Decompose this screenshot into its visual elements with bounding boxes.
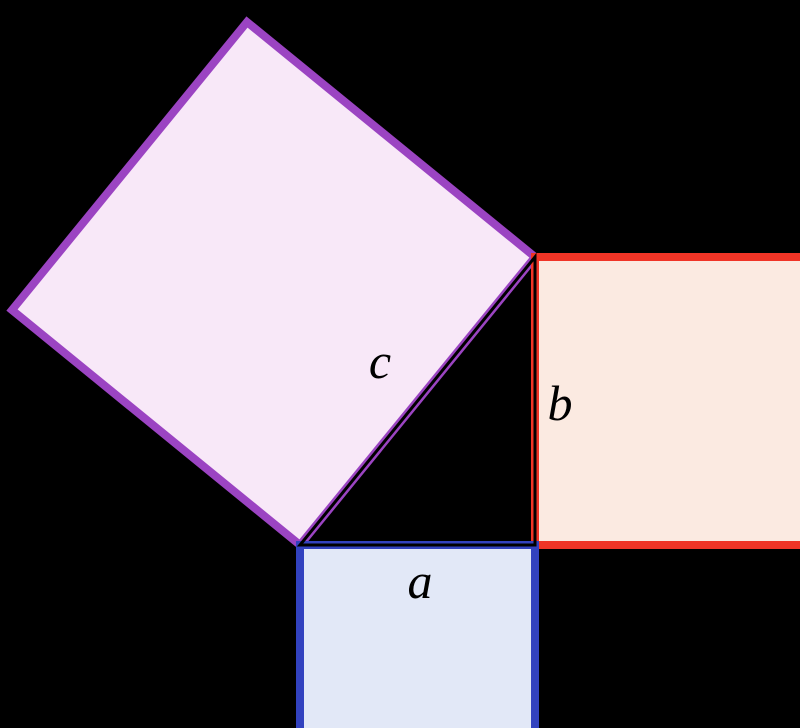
label-b: b [548, 375, 573, 431]
label-c: c [369, 333, 391, 389]
pythagorean-diagram: c b a [0, 0, 800, 728]
square-c [12, 22, 535, 545]
label-a: a [408, 553, 433, 609]
square-b [535, 257, 800, 545]
